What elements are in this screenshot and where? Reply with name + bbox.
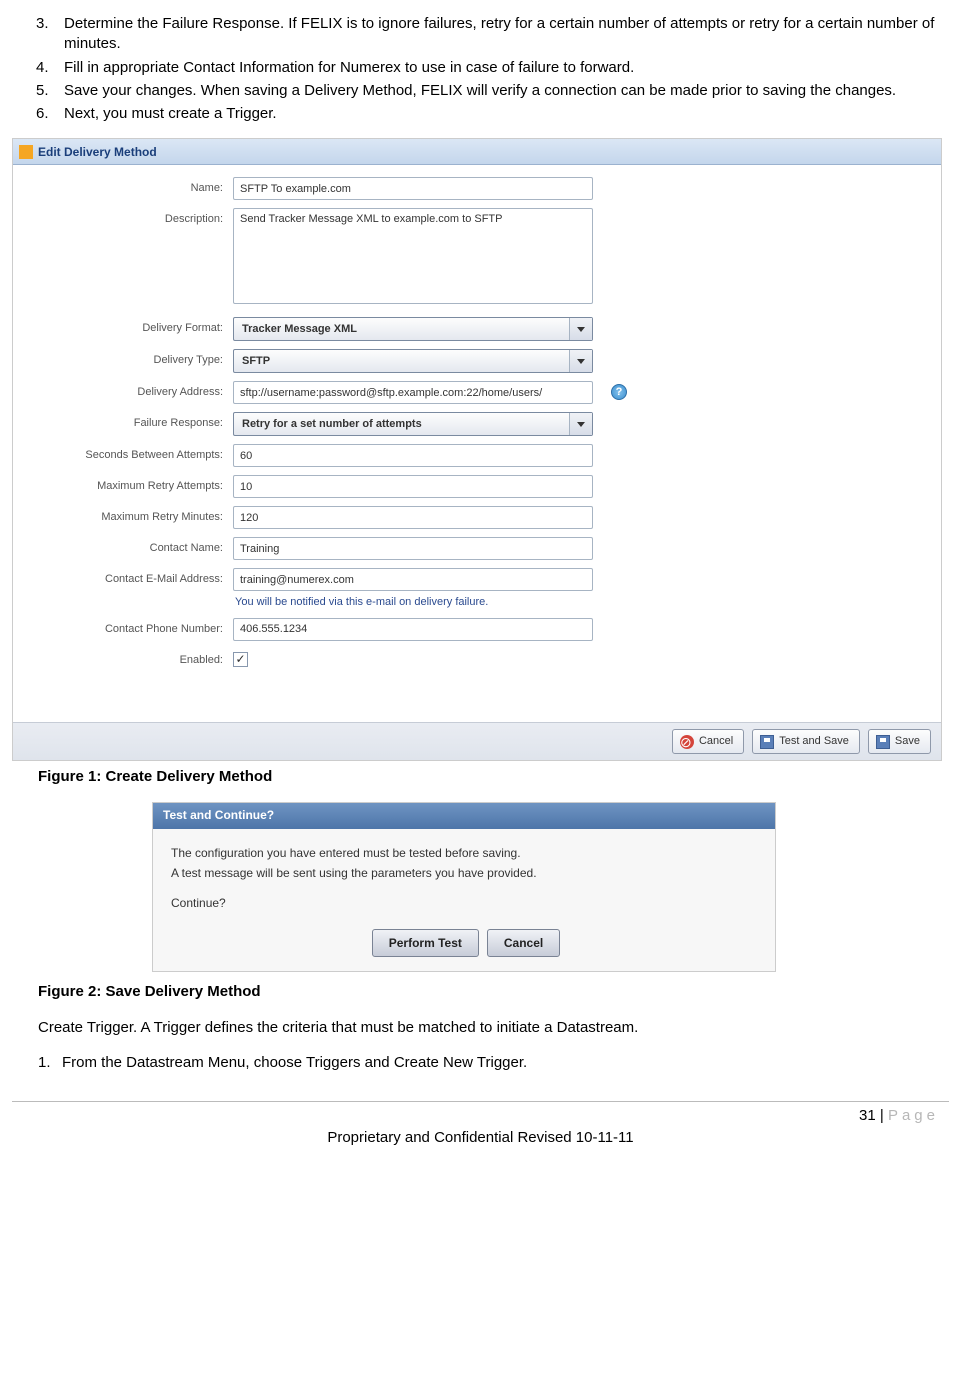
list-item: 1.From the Datastream Menu, choose Trigg… [52, 1053, 949, 1073]
list-item: 3.Determine the Failure Response. If FEL… [60, 14, 949, 55]
dialog-titlebar: Test and Continue? [153, 803, 775, 829]
list-item: 4.Fill in appropriate Contact Informatio… [60, 58, 949, 78]
contact-phone-input[interactable] [233, 618, 593, 641]
list-text: Fill in appropriate Contact Information … [64, 59, 634, 76]
trigger-steps-list: 1. From the Datastream Menu, choose Trigg… [12, 1053, 949, 1073]
dialog-text-line2: A test message will be sent using the pa… [171, 865, 761, 881]
dialog-title: Edit Delivery Method [38, 144, 157, 160]
list-num: 3. [36, 14, 49, 34]
page-number: 31 | Page [12, 1106, 949, 1126]
instruction-list: 3. Determine the Failure Response. If FEL… [12, 14, 949, 124]
enabled-checkbox[interactable] [233, 652, 248, 667]
select-value: Tracker Message XML [242, 322, 357, 337]
dialog-footer: Cancel Test and Save Save [13, 722, 941, 760]
max-attempts-input[interactable] [233, 475, 593, 498]
delivery-address-input[interactable] [233, 381, 593, 404]
delivery-format-select[interactable]: Tracker Message XML [233, 317, 593, 341]
button-label: Cancel [699, 734, 733, 749]
chevron-down-icon [577, 327, 585, 332]
delivery-type-select[interactable]: SFTP [233, 349, 593, 373]
figure1-caption: Figure 1: Create Delivery Method [38, 767, 949, 787]
max-minutes-input[interactable] [233, 506, 593, 529]
list-item: 6.Next, you must create a Trigger. [60, 104, 949, 124]
save-button[interactable]: Save [868, 729, 931, 754]
cancel-button[interactable]: Cancel [672, 729, 744, 754]
cancel-icon [680, 735, 694, 749]
button-label: Test and Save [779, 734, 849, 749]
dialog-body: Name: Description: Send Tracker Message … [13, 165, 941, 722]
delivery-address-label: Delivery Address: [23, 381, 233, 400]
failure-response-select[interactable]: Retry for a set number of attempts [233, 412, 593, 436]
list-num: 4. [36, 58, 49, 78]
button-label: Save [895, 734, 920, 749]
failure-response-label: Failure Response: [23, 412, 233, 431]
contact-email-label: Contact E-Mail Address: [23, 568, 233, 587]
help-icon[interactable]: ? [611, 384, 627, 400]
dialog-body: The configuration you have entered must … [153, 829, 775, 972]
select-value: SFTP [242, 354, 270, 369]
name-input[interactable] [233, 177, 593, 200]
contact-name-label: Contact Name: [23, 537, 233, 556]
list-text: Next, you must create a Trigger. [64, 105, 277, 122]
list-text: From the Datastream Menu, choose Trigger… [62, 1054, 527, 1071]
footer-confidential: Proprietary and Confidential Revised 10-… [12, 1128, 949, 1148]
cancel-button[interactable]: Cancel [487, 929, 560, 957]
dialog-text-line3: Continue? [171, 895, 761, 911]
select-value: Retry for a set number of attempts [242, 417, 422, 432]
description-input[interactable]: Send Tracker Message XML to example.com … [233, 208, 593, 304]
page-footer: 31 | Page Proprietary and Confidential R… [12, 1101, 949, 1149]
chevron-down-icon [577, 422, 585, 427]
max-minutes-label: Maximum Retry Minutes: [23, 506, 233, 525]
list-num: 5. [36, 81, 49, 101]
list-num: 6. [36, 104, 49, 124]
seconds-label: Seconds Between Attempts: [23, 444, 233, 463]
dialog-titlebar: Edit Delivery Method [13, 139, 941, 165]
delivery-type-label: Delivery Type: [23, 349, 233, 368]
contact-name-input[interactable] [233, 537, 593, 560]
list-text: Determine the Failure Response. If FELIX… [64, 15, 934, 52]
dialog-title: Test and Continue? [163, 807, 274, 823]
dialog-buttons: Perform Test Cancel [171, 929, 761, 957]
test-and-save-button[interactable]: Test and Save [752, 729, 860, 754]
button-label: Cancel [504, 935, 543, 951]
dialog-text-line1: The configuration you have entered must … [171, 845, 761, 861]
test-continue-dialog: Test and Continue? The configuration you… [152, 802, 776, 973]
seconds-input[interactable] [233, 444, 593, 467]
delivery-format-label: Delivery Format: [23, 317, 233, 336]
description-label: Description: [23, 208, 233, 227]
disk-icon [876, 735, 890, 749]
list-text: Save your changes. When saving a Deliver… [64, 82, 896, 99]
contact-email-input[interactable] [233, 568, 593, 591]
list-num: 1. [38, 1053, 51, 1073]
chevron-down-icon [577, 359, 585, 364]
figure2-caption: Figure 2: Save Delivery Method [38, 982, 949, 1002]
perform-test-button[interactable]: Perform Test [372, 929, 479, 957]
edit-icon [19, 145, 33, 159]
edit-delivery-method-dialog: Edit Delivery Method Name: Description: … [12, 138, 942, 761]
contact-phone-label: Contact Phone Number: [23, 618, 233, 637]
create-trigger-paragraph: Create Trigger. A Trigger defines the cr… [38, 1018, 949, 1038]
button-label: Perform Test [389, 935, 462, 951]
disk-icon [760, 735, 774, 749]
name-label: Name: [23, 177, 233, 196]
max-attempts-label: Maximum Retry Attempts: [23, 475, 233, 494]
email-note: You will be notified via this e-mail on … [233, 591, 593, 610]
enabled-label: Enabled: [23, 649, 233, 668]
list-item: 5.Save your changes. When saving a Deliv… [60, 81, 949, 101]
